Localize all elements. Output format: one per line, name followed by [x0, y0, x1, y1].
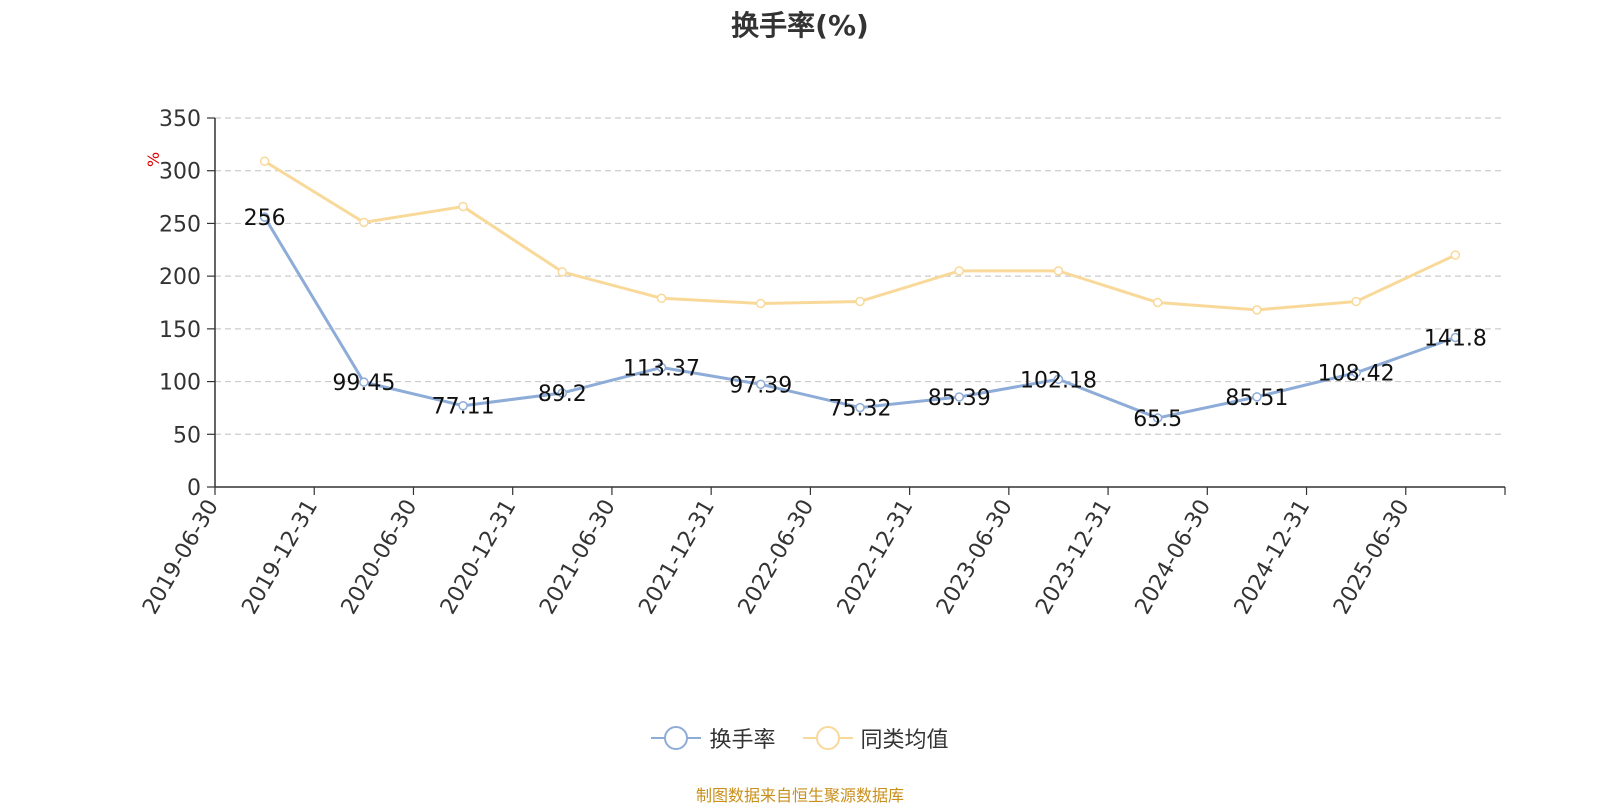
- data-label: 75.32: [829, 397, 892, 422]
- data-label: 102.18: [1020, 368, 1097, 393]
- legend-item-turnover[interactable]: 换手率: [651, 722, 776, 754]
- x-tick-label: 2019-12-31: [237, 496, 323, 619]
- data-point-0: [954, 392, 964, 402]
- series-line-1: [263, 159, 1457, 312]
- x-tick-label: 2020-12-31: [436, 496, 522, 619]
- x-tick-label: 2020-06-30: [337, 495, 423, 618]
- data-label: 97.39: [729, 373, 792, 398]
- data-label: 89.2: [538, 382, 587, 407]
- y-tick-label: 200: [159, 265, 201, 290]
- legend: 换手率 同类均值: [0, 722, 1600, 757]
- y-tick-label: 250: [159, 212, 201, 237]
- data-point-0: [458, 400, 468, 411]
- data-label: 108.42: [1318, 362, 1395, 387]
- chart-title: 换手率(%): [731, 9, 869, 42]
- data-point-1: [1152, 297, 1163, 308]
- y-tick-label: 0: [187, 476, 201, 501]
- data-point-1: [1450, 250, 1461, 260]
- data-point-0: [1252, 392, 1262, 402]
- data-point-1: [1053, 266, 1064, 276]
- data-point-0: [656, 362, 667, 373]
- x-tick-label: 2023-06-30: [932, 496, 1018, 619]
- data-point-1: [359, 217, 369, 228]
- y-tick-label: 100: [159, 371, 201, 396]
- legend-label-turnover: 换手率: [709, 728, 776, 753]
- data-label: 65.5: [1133, 407, 1182, 432]
- data-point-1: [756, 298, 766, 309]
- data-label: 99.45: [332, 371, 395, 396]
- x-tick-label: 2021-06-30: [535, 496, 621, 619]
- data-label: 85.39: [928, 386, 991, 411]
- data-point-1: [557, 267, 568, 277]
- legend-marker-peer-average: [802, 725, 853, 751]
- data-source-note: 制图数据来自恒生聚源数据库: [695, 786, 904, 805]
- data-label: 141.8: [1424, 327, 1487, 352]
- x-tick-label: 2025-06-30: [1329, 496, 1415, 619]
- data-point-1: [458, 201, 468, 212]
- data-point-0: [259, 212, 270, 222]
- data-label: 85.51: [1225, 386, 1288, 411]
- data-point-0: [1053, 374, 1064, 385]
- data-point-0: [1152, 413, 1163, 423]
- data-label: 77.11: [432, 395, 495, 420]
- data-point-0: [557, 388, 568, 398]
- x-tick-label: 2019-06-30: [138, 496, 224, 619]
- legend-label-peer-average: 同类均值: [860, 728, 949, 753]
- data-label: 256: [244, 206, 286, 231]
- y-tick-label: 50: [173, 423, 201, 448]
- data-point-1: [1252, 305, 1262, 315]
- x-tick-label: 2022-06-30: [734, 496, 820, 619]
- data-point-0: [756, 379, 766, 390]
- data-point-1: [855, 296, 865, 307]
- data-point-0: [1351, 367, 1361, 378]
- legend-marker-turnover: [651, 725, 702, 751]
- y-tick-label: 300: [159, 160, 201, 185]
- data-point-1: [259, 156, 270, 166]
- data-point-1: [1351, 296, 1361, 307]
- y-tick-label: 350: [159, 107, 201, 132]
- y-tick-label: 150: [159, 318, 201, 343]
- x-tick-label: 2021-12-31: [634, 496, 720, 619]
- legend-item-peer-average[interactable]: 同类均值: [802, 722, 949, 754]
- data-label: 113.37: [623, 356, 700, 381]
- data-point-0: [855, 402, 865, 413]
- x-tick-label: 2024-06-30: [1131, 496, 1217, 619]
- data-point-1: [656, 293, 667, 304]
- data-point-1: [954, 266, 964, 276]
- x-tick-label: 2023-12-31: [1031, 496, 1117, 619]
- data-point-0: [1450, 332, 1461, 343]
- data-point-0: [359, 377, 369, 387]
- x-tick-label: 2022-12-31: [833, 495, 919, 618]
- x-tick-label: 2024-12-31: [1230, 496, 1316, 619]
